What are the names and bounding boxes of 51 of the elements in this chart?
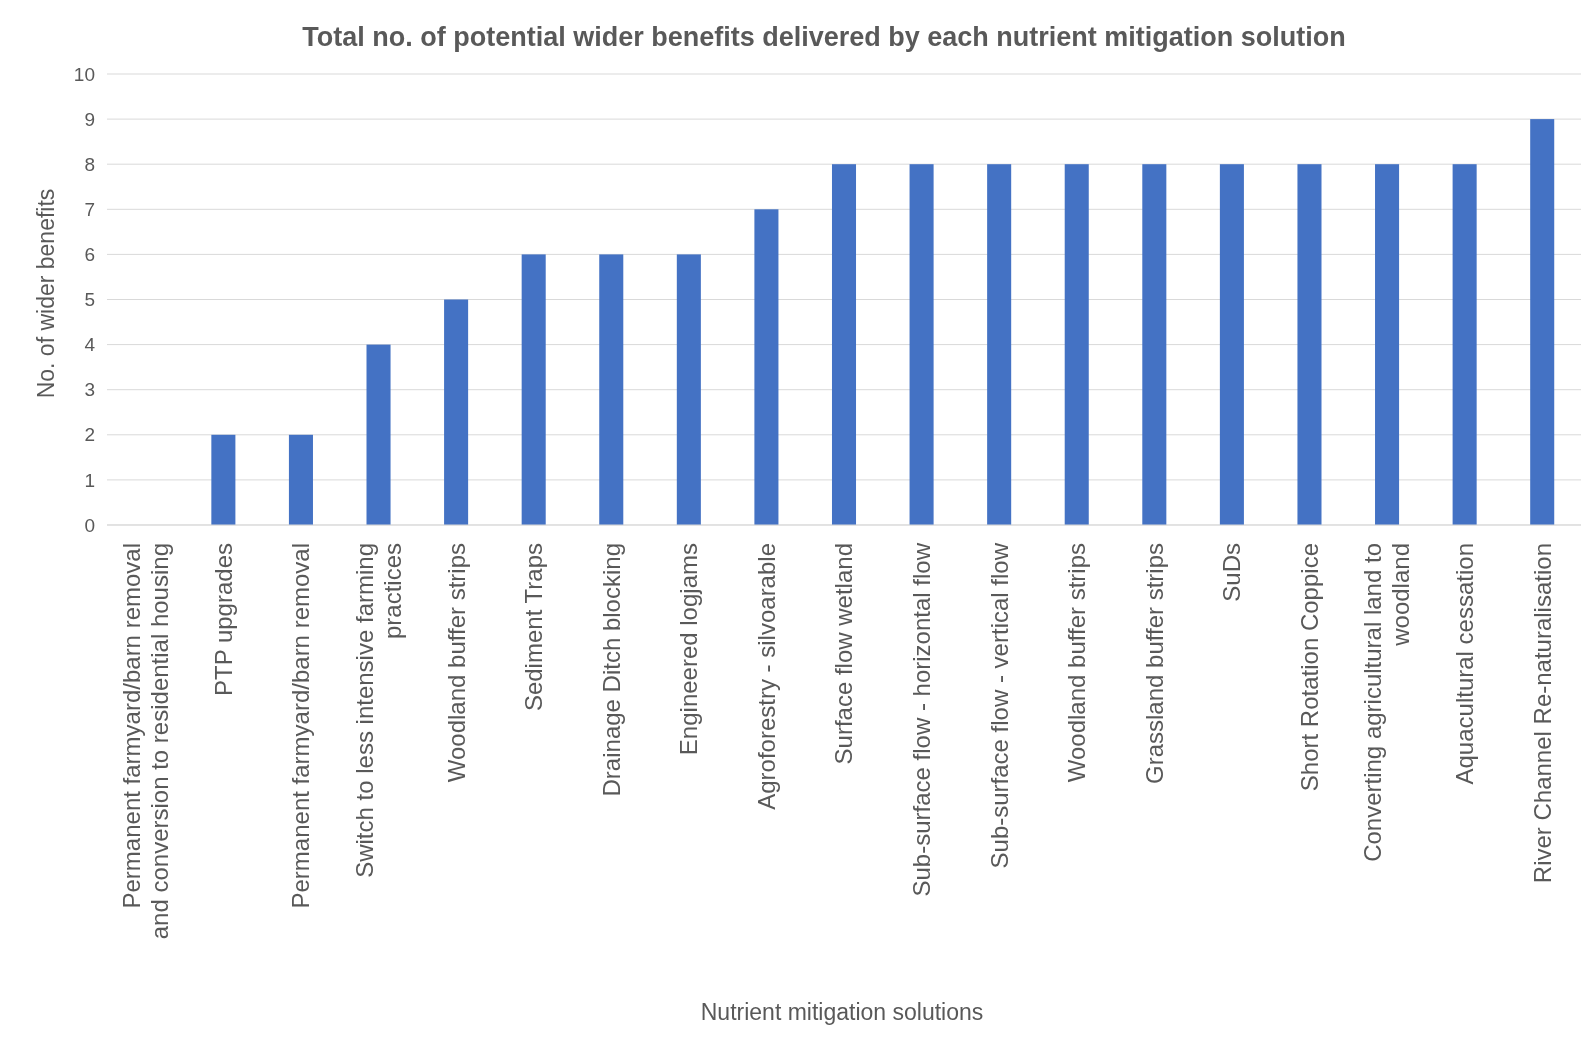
bar xyxy=(754,209,779,525)
bar xyxy=(1219,164,1244,525)
bar xyxy=(1375,164,1400,525)
bar xyxy=(366,344,391,525)
x-tick-label: Surface flow wetland xyxy=(830,543,858,765)
y-tick-label: 3 xyxy=(84,379,95,401)
y-tick-label: 2 xyxy=(84,424,95,446)
chart-title: Total no. of potential wider benefits delivered by each nutrient mitigation solution xyxy=(302,22,1346,52)
x-tick-label: Sub-surface flow - horizontal flow xyxy=(907,542,935,897)
x-tick-label: Permanent farmyard/barn removal xyxy=(287,543,315,909)
bar xyxy=(1297,164,1322,525)
bar xyxy=(987,164,1012,525)
bar xyxy=(599,254,624,525)
x-tick-label: Woodland buffer strips xyxy=(442,543,470,783)
bar xyxy=(676,254,701,525)
x-tick-label: Switch to less intensive farming practices xyxy=(350,543,406,878)
y-tick-label: 5 xyxy=(84,289,95,311)
bar xyxy=(211,434,236,525)
bar xyxy=(1530,119,1555,525)
x-tick-label: Aquacultural cessation xyxy=(1451,543,1479,785)
bar xyxy=(1142,164,1167,525)
x-tick-label: River Channel Re-naturalisation xyxy=(1528,543,1556,884)
x-tick-label: Short Rotation Coppice xyxy=(1295,543,1323,792)
x-tick-label: Converting agricultural land to woodland xyxy=(1359,543,1415,862)
y-tick-label: 8 xyxy=(84,153,95,175)
bar xyxy=(1452,164,1477,525)
y-tick-label: 10 xyxy=(73,63,95,85)
x-tick-label: Sediment Traps xyxy=(520,543,548,712)
bar xyxy=(288,434,313,525)
y-axis-title: No. of wider benefits xyxy=(33,188,59,399)
x-tick-label: Engineered logjams xyxy=(675,543,703,756)
x-tick-label: Sub-surface flow - vertical flow xyxy=(985,542,1013,869)
x-tick-label: SuDs xyxy=(1218,543,1246,602)
bar xyxy=(444,299,469,525)
y-tick-label: 7 xyxy=(84,198,95,220)
bar xyxy=(831,164,857,525)
y-tick-label: 4 xyxy=(84,334,96,356)
x-tick-label: PTP upgrades xyxy=(209,543,237,696)
x-tick-label: Grassland buffer strips xyxy=(1140,543,1168,784)
bar xyxy=(1064,164,1089,525)
x-tick-label: Drainage Ditch blocking xyxy=(597,543,625,797)
bar xyxy=(521,254,546,525)
x-axis-title: Nutrient mitigation solutions xyxy=(700,999,984,1025)
x-tick-label: Agroforestry - silvoarable xyxy=(752,543,780,810)
y-tick-label: 6 xyxy=(84,244,95,266)
bar xyxy=(909,164,934,525)
y-tick-label: 1 xyxy=(84,469,95,491)
y-tick-label: 9 xyxy=(84,108,95,130)
y-tick-label: 0 xyxy=(84,514,95,536)
x-tick-label: Permanent farmyard/barn removal and conversion to residential housing xyxy=(118,543,174,940)
x-tick-label: Woodland buffer strips xyxy=(1063,543,1091,783)
